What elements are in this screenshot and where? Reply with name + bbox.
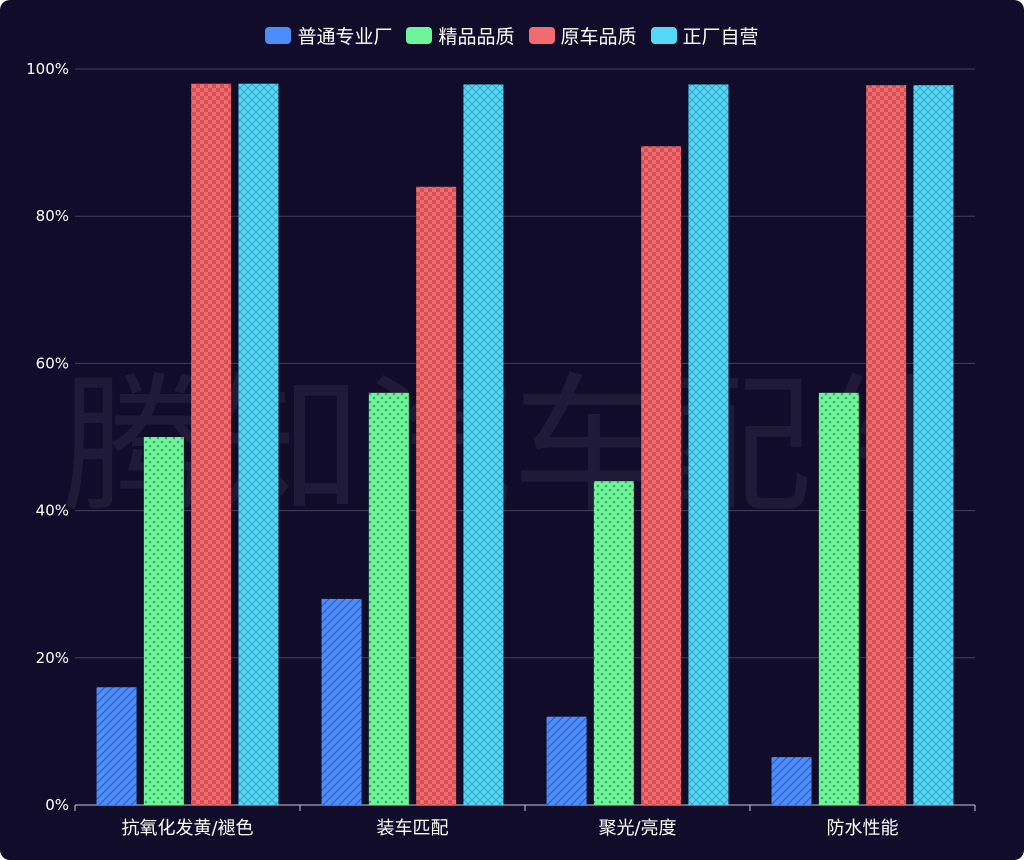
legend-swatch-series-0 — [265, 27, 292, 44]
legend-label-series-3: 正厂自营 — [682, 26, 759, 48]
y-tick-label: 20% — [36, 649, 69, 667]
bar-series-3-cat-3[interactable] — [913, 85, 954, 805]
bar-series-0-cat-1[interactable] — [321, 598, 362, 805]
bar-series-0-cat-0[interactable] — [96, 687, 137, 805]
bar-series-3-cat-1[interactable] — [463, 84, 504, 806]
bar-series-0-cat-2[interactable] — [546, 716, 587, 805]
x-category-label: 抗氧化发黄/褪色 — [121, 818, 253, 839]
bar-series-1-cat-0[interactable] — [143, 437, 184, 805]
y-tick-label: 100% — [26, 60, 69, 78]
legend-item-series-0[interactable]: 普通专业厂 — [265, 22, 392, 49]
bar-series-2-cat-0[interactable] — [191, 83, 232, 806]
bar-series-2-cat-2[interactable] — [641, 146, 682, 805]
legend: 普通专业厂 精品品质 原车品质 正厂自营 — [0, 22, 1024, 49]
bar-series-0-cat-3[interactable] — [771, 757, 812, 805]
bar-series-1-cat-2[interactable] — [593, 481, 634, 805]
y-tick-label: 40% — [36, 502, 69, 520]
legend-item-series-2[interactable]: 原车品质 — [528, 22, 637, 49]
legend-swatch-series-2 — [528, 27, 555, 44]
bar-series-1-cat-3[interactable] — [818, 392, 859, 805]
legend-swatch-series-3 — [650, 27, 677, 44]
legend-item-series-3[interactable]: 正厂自营 — [650, 22, 759, 49]
y-tick-label: 80% — [36, 207, 69, 225]
legend-label-series-1: 精品品质 — [438, 26, 515, 48]
bar-series-1-cat-1[interactable] — [368, 392, 409, 805]
legend-swatch-series-1 — [406, 27, 433, 44]
y-tick-label: 0% — [45, 796, 69, 814]
x-category-label: 装车匹配 — [377, 818, 449, 839]
bar-series-3-cat-0[interactable] — [238, 83, 279, 806]
y-tick-label: 60% — [36, 354, 69, 372]
x-category-label: 防水性能 — [827, 818, 899, 839]
bar-series-2-cat-1[interactable] — [416, 186, 457, 805]
legend-label-series-0: 普通专业厂 — [297, 26, 393, 48]
bar-series-3-cat-2[interactable] — [688, 84, 729, 806]
bar-series-2-cat-3[interactable] — [866, 85, 907, 805]
legend-item-series-1[interactable]: 精品品质 — [406, 22, 515, 49]
legend-label-series-2: 原车品质 — [560, 26, 637, 48]
x-category-label: 聚光/亮度 — [598, 818, 676, 839]
